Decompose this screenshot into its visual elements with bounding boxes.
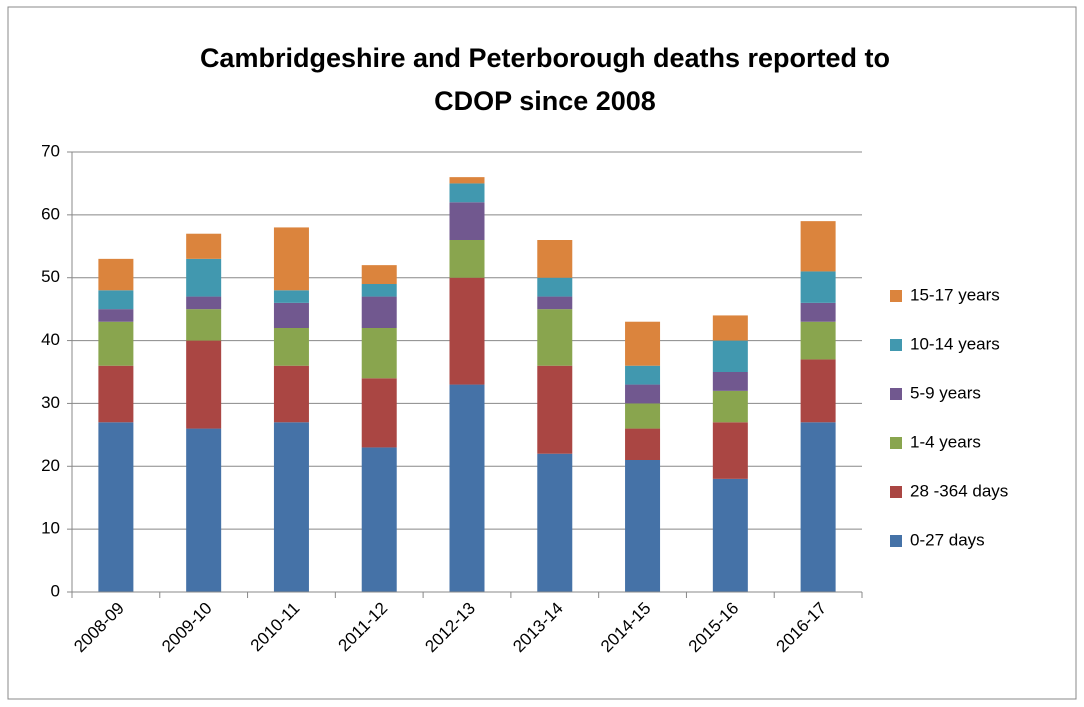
legend-swatch xyxy=(890,339,902,351)
y-tick-label: 20 xyxy=(41,456,60,475)
legend-swatch xyxy=(890,290,902,302)
y-tick-label: 70 xyxy=(41,141,60,160)
y-tick-label: 30 xyxy=(41,393,60,412)
bar-segment xyxy=(712,422,748,479)
bar-segment xyxy=(449,277,485,385)
bar-segment xyxy=(625,321,661,366)
y-tick-label: 0 xyxy=(51,581,60,600)
y-tick-label: 10 xyxy=(41,519,60,538)
bar-segment xyxy=(361,447,397,592)
bar-segment xyxy=(449,183,485,203)
bar-segment xyxy=(186,258,222,297)
bar-segment xyxy=(361,296,397,328)
bar-segment xyxy=(186,428,222,592)
bar-segment xyxy=(449,177,485,184)
legend-label: 15-17 years xyxy=(910,285,1000,304)
bar-segment xyxy=(712,340,748,372)
bar-segment xyxy=(800,271,836,303)
bar-segment xyxy=(273,422,309,592)
bar-segment xyxy=(273,290,309,303)
bar-segment xyxy=(537,277,573,297)
bar-segment xyxy=(800,359,836,423)
bar-segment xyxy=(712,478,748,592)
bar-segment xyxy=(186,233,222,259)
bar-segment xyxy=(361,378,397,448)
bar-segment xyxy=(800,422,836,592)
y-tick-label: 40 xyxy=(41,330,60,349)
bar-segment xyxy=(537,309,573,366)
bar-segment xyxy=(800,302,836,322)
bar-segment xyxy=(537,240,573,278)
bar-segment xyxy=(98,309,134,322)
bar-segment xyxy=(98,365,134,423)
bar-segment xyxy=(186,296,222,310)
bar-segment xyxy=(712,315,748,341)
bar-segment xyxy=(273,365,309,423)
legend-label: 0-27 days xyxy=(910,530,985,549)
bar-segment xyxy=(273,227,309,291)
legend-label: 28 -364 days xyxy=(910,481,1008,500)
bar-segment xyxy=(712,390,748,423)
chart-title: Cambridgeshire and Peterborough deaths r… xyxy=(200,43,890,73)
bar-segment xyxy=(186,309,222,341)
bar-segment xyxy=(273,302,309,328)
bar-segment xyxy=(98,290,134,310)
y-tick-label: 60 xyxy=(41,204,60,223)
bar-segment xyxy=(537,365,573,454)
bar-segment xyxy=(273,328,309,366)
bar-segment xyxy=(361,284,397,297)
bar-segment xyxy=(537,453,573,592)
legend-swatch xyxy=(890,388,902,400)
legend-swatch xyxy=(890,437,902,449)
y-tick-label: 50 xyxy=(41,267,60,286)
bar-segment xyxy=(712,372,748,391)
bar-segment xyxy=(98,321,134,366)
legend-swatch xyxy=(890,486,902,498)
legend-swatch xyxy=(890,535,902,547)
bar-segment xyxy=(186,340,222,429)
bar-segment xyxy=(537,296,573,310)
bar-segment xyxy=(449,384,485,592)
legend-label: 5-9 years xyxy=(910,383,981,402)
bar-segment xyxy=(625,428,661,460)
chart-title: CDOP since 2008 xyxy=(434,86,656,116)
bar-segment xyxy=(361,265,397,284)
legend-label: 10-14 years xyxy=(910,334,1000,353)
bar-segment xyxy=(625,460,661,592)
bar-segment xyxy=(625,403,661,429)
bar-segment xyxy=(800,321,836,360)
bar-segment xyxy=(800,221,836,272)
bar-segment xyxy=(449,202,485,240)
bar-segment xyxy=(98,258,134,291)
bar-segment xyxy=(98,422,134,592)
bar-segment xyxy=(361,328,397,379)
bar-segment xyxy=(625,384,661,404)
bar-segment xyxy=(449,240,485,278)
legend-label: 1-4 years xyxy=(910,432,981,451)
bar-segment xyxy=(625,365,661,385)
